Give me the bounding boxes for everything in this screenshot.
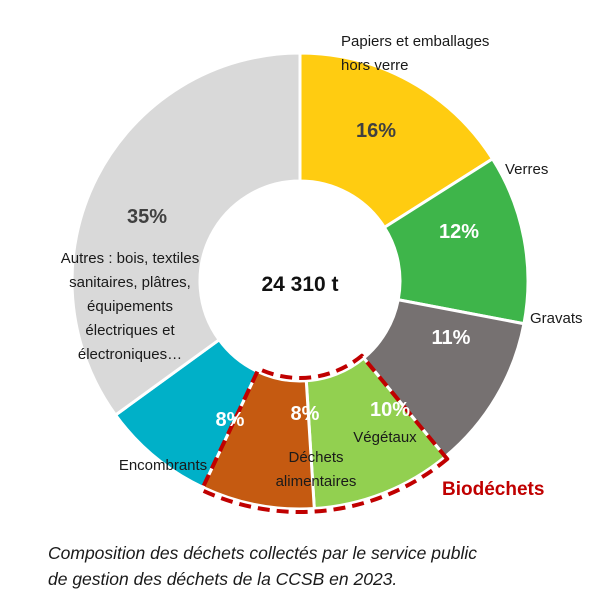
- value-label-encombrants: 8%: [216, 409, 245, 431]
- category-label-autres-bois-textiles-sanitaires-platres-: Autres : bois, textiles sanitaires, plâtr…: [61, 250, 199, 363]
- category-label-gravats: Gravats: [530, 310, 583, 327]
- value-label-autres-bois-textiles-sanitaires-platres-: 35%: [127, 206, 167, 228]
- donut-slices: [70, 51, 530, 511]
- slice-autres-bois-textiles-sanitaires-platres-: [70, 51, 302, 418]
- chart-caption: Composition des déchets collectés par le…: [48, 540, 588, 592]
- category-label-papiers-et-emballages-hors-verre: Papiers et emballages hors verre: [341, 33, 489, 74]
- value-label-gravats: 11%: [432, 327, 471, 349]
- value-label-verres: 12%: [439, 221, 479, 243]
- slice-papiers-et-emballages-hors-verre: [298, 51, 495, 230]
- group-outline: [199, 353, 450, 514]
- category-label-encombrants: Encombrants: [119, 457, 207, 474]
- category-label-line: Verres: [505, 161, 548, 178]
- category-label-line: alimentaires: [276, 473, 357, 490]
- biodechets-group-label: Biodéchets: [442, 479, 544, 500]
- category-label-line: Gravats: [530, 310, 583, 327]
- caption-line-1: Composition des déchets collectés par le…: [48, 543, 477, 563]
- category-label-line: équipements: [87, 298, 173, 315]
- category-label-line: sanitaires, plâtres,: [69, 274, 191, 291]
- value-label-vegetaux: 10%: [370, 399, 410, 421]
- slice-labels: 16% Papiers et emballages hors verre 12% Ver…: [61, 33, 583, 490]
- category-label-line: Autres : bois, textiles: [61, 250, 199, 267]
- category-label-dechets-alimentaires: Déchets alimentaires: [276, 449, 357, 490]
- donut-chart: 16% Papiers et emballages hors verre 12% Ver…: [61, 33, 583, 514]
- category-label-line: électroniques…: [78, 346, 182, 363]
- category-label-line: électriques et: [85, 322, 175, 339]
- category-label-verres: Verres: [505, 161, 548, 178]
- category-label-vegetaux: Végétaux: [353, 429, 417, 446]
- category-label-line: Encombrants: [119, 457, 207, 474]
- center-total-label: 24 310 t: [261, 273, 338, 296]
- caption-line-2: de gestion des déchets de la CCSB en 202…: [48, 569, 398, 589]
- value-label-papiers-et-emballages-hors-verre: 16%: [356, 120, 396, 142]
- value-label-dechets-alimentaires: 8%: [291, 403, 320, 425]
- category-label-line: hors verre: [341, 57, 409, 74]
- group-outline-biodechets: [199, 353, 450, 514]
- category-label-line: Végétaux: [353, 429, 417, 446]
- category-label-line: Déchets: [288, 449, 343, 466]
- category-label-line: Papiers et emballages: [341, 33, 489, 50]
